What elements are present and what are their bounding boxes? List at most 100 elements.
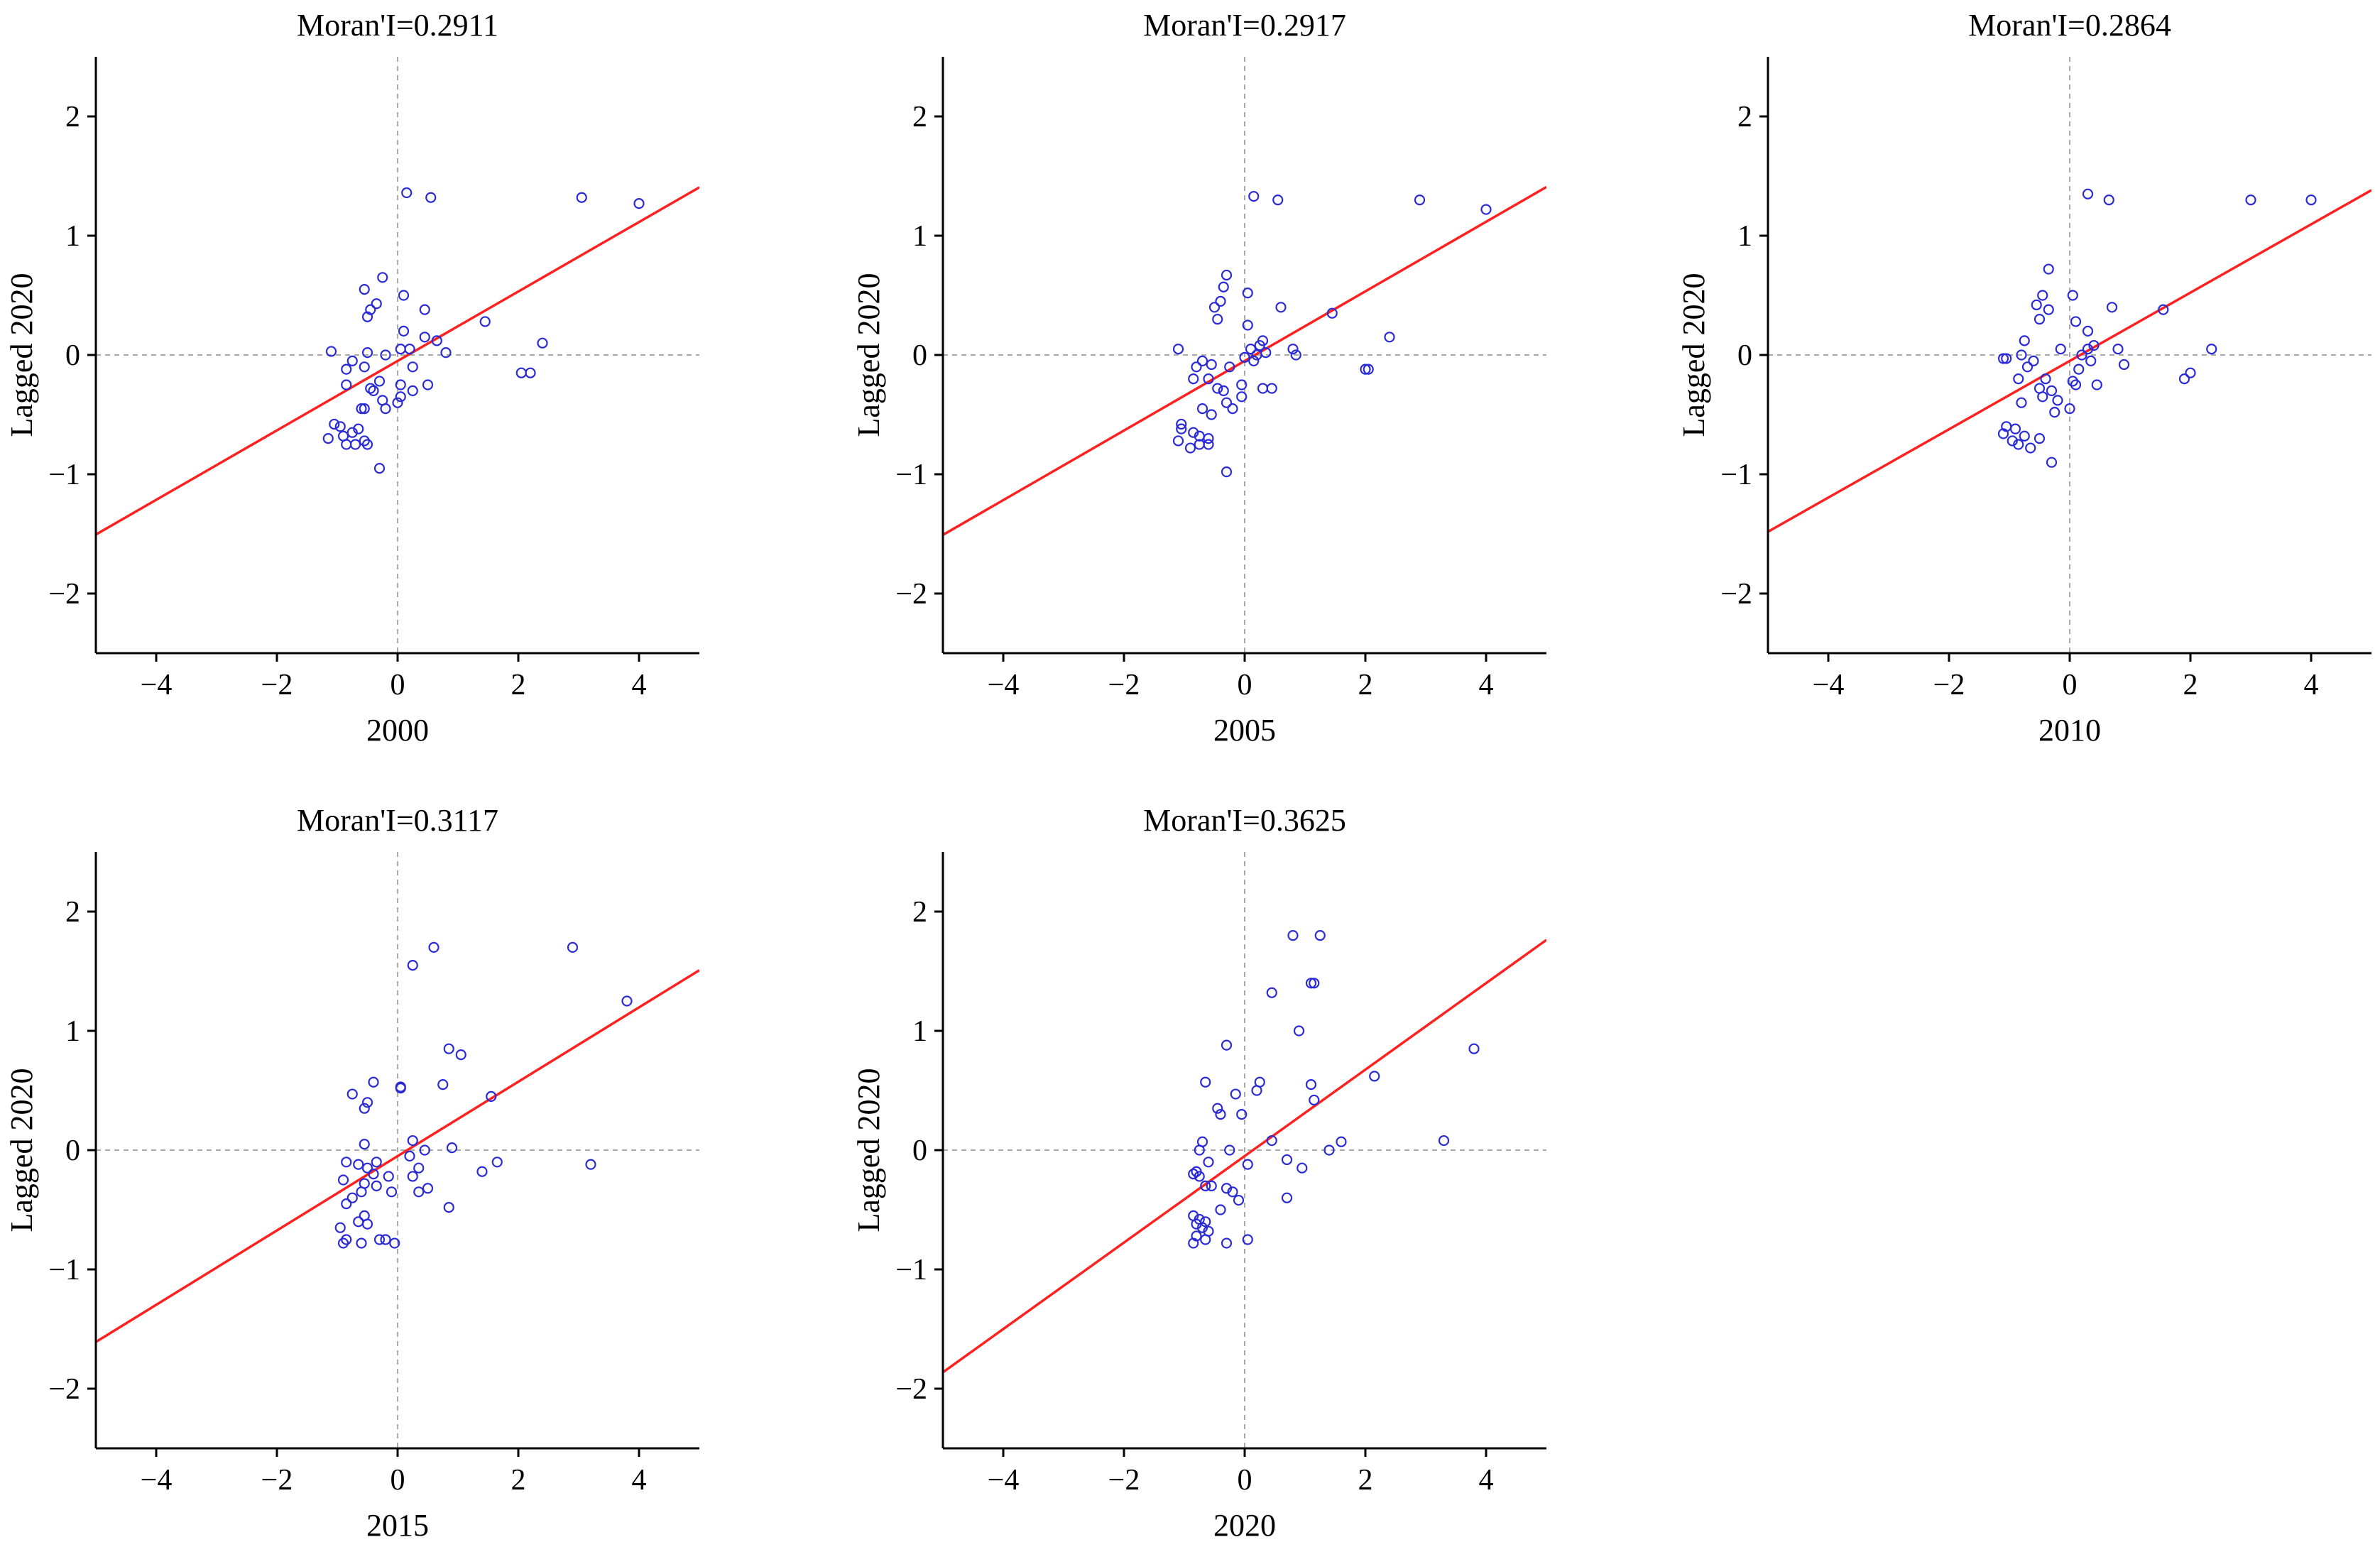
chart-title: Moran'I=0.2917 xyxy=(1143,8,1346,43)
data-point xyxy=(1287,344,1299,355)
data-point xyxy=(373,462,386,474)
y-tick-label: −1 xyxy=(895,459,927,491)
y-tick-label: 1 xyxy=(65,1015,80,1048)
data-point xyxy=(1275,302,1287,313)
data-point xyxy=(413,1162,425,1174)
y-tick-label: −2 xyxy=(1720,578,1752,611)
x-tick-label: 2 xyxy=(1358,1464,1373,1497)
data-point xyxy=(1176,418,1187,430)
data-point xyxy=(1242,288,1253,299)
data-point xyxy=(404,1150,415,1162)
y-tick-label: 2 xyxy=(65,896,80,929)
data-point xyxy=(373,376,386,387)
data-point xyxy=(2178,373,2190,385)
y-tick-label: 0 xyxy=(912,339,927,372)
data-point xyxy=(334,421,346,432)
x-tick-label: −2 xyxy=(1108,1464,1140,1497)
data-point xyxy=(1188,1237,1199,1249)
data-point xyxy=(1215,1204,1226,1215)
data-point xyxy=(325,346,337,357)
data-point xyxy=(422,379,434,390)
data-point xyxy=(1203,439,1214,450)
regression-line xyxy=(96,969,699,1343)
data-point xyxy=(1414,195,1426,206)
data-point xyxy=(356,1237,367,1249)
data-point xyxy=(1305,1078,1317,1090)
y-tick-label: 0 xyxy=(912,1135,927,1167)
data-point xyxy=(346,1192,358,1203)
data-point xyxy=(2049,407,2060,418)
data-point xyxy=(428,941,440,953)
data-point xyxy=(1297,1162,1308,1174)
data-point xyxy=(392,397,403,408)
data-point xyxy=(1218,385,1229,397)
x-tick-label: 2 xyxy=(511,1464,526,1497)
data-point xyxy=(1245,344,1257,355)
data-point xyxy=(346,1088,358,1100)
data-point xyxy=(1272,195,1284,206)
x-axis-label: 2020 xyxy=(1213,1508,1276,1543)
data-point xyxy=(1266,987,1277,998)
y-tick-label: 2 xyxy=(912,101,927,133)
data-point xyxy=(1206,409,1217,420)
data-point xyxy=(1480,204,1492,215)
data-point xyxy=(1221,466,1233,478)
data-point xyxy=(576,192,587,203)
y-tick-label: −1 xyxy=(48,459,80,491)
data-point xyxy=(491,1157,503,1168)
data-point xyxy=(1468,1043,1480,1054)
data-point xyxy=(353,1216,364,1228)
data-point xyxy=(1369,1071,1380,1082)
x-tick-label: 2 xyxy=(511,669,526,701)
data-point xyxy=(1196,355,1208,366)
data-point xyxy=(2016,397,2027,408)
data-point xyxy=(1206,1180,1217,1192)
data-point xyxy=(361,1097,373,1108)
data-point xyxy=(2185,367,2196,378)
data-point xyxy=(2206,344,2217,355)
data-point xyxy=(2031,299,2042,311)
y-tick-label: 1 xyxy=(912,1015,927,1048)
scatter-panel-2020: −4 −2 0 2 4 −2 −1 0 1 2 Moran'I=0.3625 2020 Lagged 2… xyxy=(851,803,1546,1543)
data-point xyxy=(1230,1088,1241,1100)
data-point xyxy=(1236,1108,1248,1120)
data-point xyxy=(2067,290,2078,301)
regression-line xyxy=(943,185,1546,536)
scatter-panel-2010: −4 −2 0 2 4 −2 −1 0 1 2 Moran'I=0.2864 2010 Lagged 2… xyxy=(1676,8,2371,748)
data-point xyxy=(380,1234,391,1245)
regression-line xyxy=(1768,189,2371,533)
data-point xyxy=(2091,379,2102,390)
data-point xyxy=(2073,363,2085,375)
data-point xyxy=(361,1218,373,1230)
data-point xyxy=(2034,432,2046,444)
data-point xyxy=(2076,349,2087,361)
x-tick-label: −4 xyxy=(141,669,173,701)
data-point xyxy=(1242,319,1253,331)
data-point xyxy=(346,427,358,438)
data-point xyxy=(1203,373,1214,385)
data-point xyxy=(585,1159,596,1170)
data-point xyxy=(380,349,391,361)
data-point xyxy=(349,439,361,450)
y-tick-label: 0 xyxy=(65,1135,80,1167)
data-point xyxy=(2009,423,2021,434)
data-point xyxy=(1206,359,1217,371)
data-point xyxy=(359,403,370,415)
data-point xyxy=(425,192,437,203)
data-point xyxy=(383,1171,394,1182)
data-point xyxy=(413,1186,425,1198)
data-point xyxy=(407,385,418,397)
data-point xyxy=(341,363,352,375)
data-point xyxy=(2245,195,2256,206)
data-point xyxy=(1290,349,1301,361)
y-tick-label: 2 xyxy=(65,101,80,133)
data-point xyxy=(404,344,415,355)
data-point xyxy=(1221,269,1233,281)
data-point xyxy=(371,1180,382,1192)
data-point xyxy=(361,347,373,359)
data-point xyxy=(2055,344,2066,355)
data-point xyxy=(633,198,645,209)
data-point xyxy=(1336,1136,1347,1147)
data-point xyxy=(322,432,334,444)
